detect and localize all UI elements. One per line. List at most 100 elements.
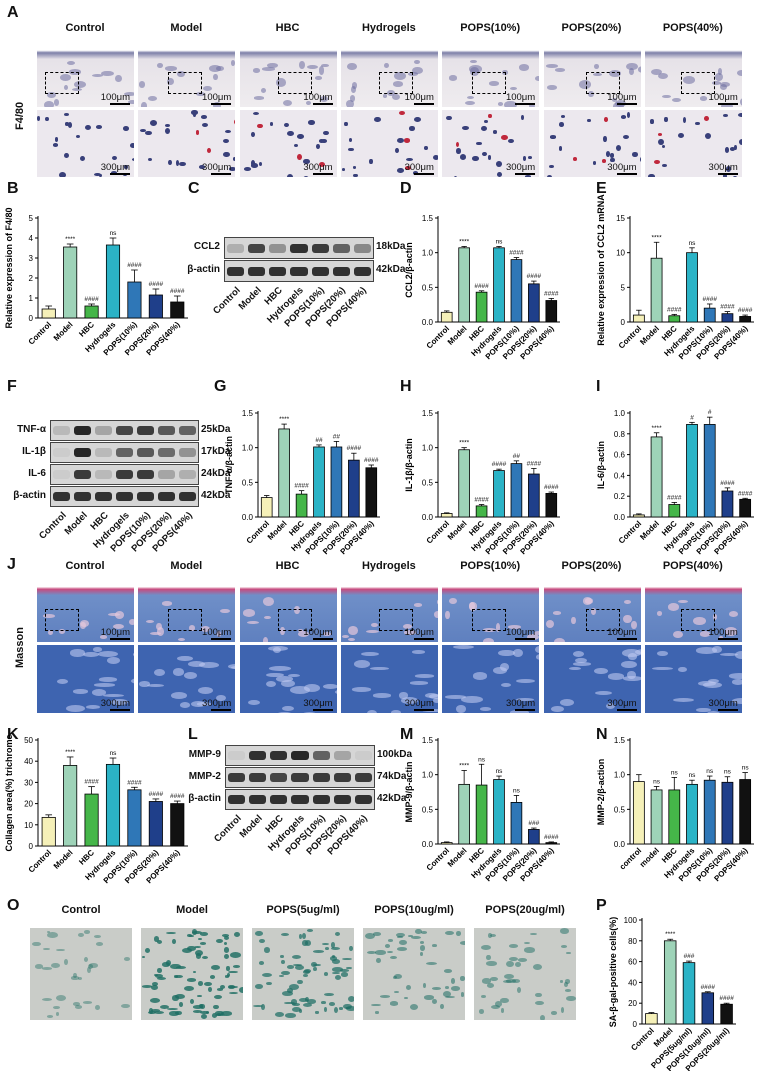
x-tick-label: Model bbox=[52, 320, 75, 343]
cell-feature bbox=[548, 164, 555, 169]
tissue-feature bbox=[489, 81, 500, 86]
tissue-feature bbox=[624, 599, 631, 604]
y-tick-label: 60 bbox=[628, 958, 637, 967]
stained-cell bbox=[323, 972, 329, 976]
bar bbox=[632, 314, 645, 323]
stained-cell bbox=[254, 984, 264, 990]
x-tick-label: Control bbox=[27, 848, 53, 874]
cell-feature bbox=[734, 144, 738, 151]
stained-cell bbox=[442, 991, 451, 998]
cell-feature bbox=[432, 698, 438, 703]
significance-label: ns bbox=[110, 230, 118, 237]
stained-cell bbox=[328, 1002, 335, 1006]
tissue-feature bbox=[127, 99, 134, 105]
blot-band bbox=[291, 751, 309, 760]
blot-band bbox=[333, 795, 351, 804]
stained-cell bbox=[238, 986, 243, 993]
cell-feature bbox=[277, 711, 292, 713]
stained-cell bbox=[565, 989, 572, 992]
blot-size-label: 74kDa bbox=[377, 770, 407, 782]
y-tick-label: 80 bbox=[628, 937, 637, 946]
y-tick-label: 4 bbox=[29, 234, 34, 243]
significance-label: #### bbox=[701, 984, 716, 991]
y-tick-label: 100 bbox=[624, 916, 638, 925]
cell-feature bbox=[520, 114, 524, 121]
panel-label-j: J bbox=[7, 556, 16, 573]
bar bbox=[703, 307, 716, 323]
tissue-feature bbox=[53, 98, 60, 106]
cell-feature bbox=[516, 678, 535, 683]
significance-label: #### bbox=[127, 262, 142, 269]
significance-label: ns bbox=[513, 787, 521, 794]
stained-cell bbox=[216, 1013, 221, 1016]
tissue-feature bbox=[260, 87, 267, 93]
stained-cell bbox=[486, 961, 497, 966]
cell-feature bbox=[410, 681, 428, 685]
cell-feature bbox=[738, 112, 742, 117]
cell-feature bbox=[369, 666, 390, 671]
cell-feature bbox=[284, 122, 290, 127]
stained-cell bbox=[559, 980, 564, 983]
bar bbox=[127, 281, 142, 319]
histology-overview-image: 100μm bbox=[340, 44, 438, 107]
significance-label: **** bbox=[65, 749, 76, 756]
tissue-feature bbox=[156, 627, 164, 636]
stained-cell bbox=[420, 931, 427, 935]
chart-d: 0.0 0.5 1.0 1.5 CCL2/β-actin Control **** Model… bbox=[404, 214, 560, 361]
cell-feature bbox=[223, 138, 230, 144]
cell-feature bbox=[37, 116, 41, 121]
stained-cell bbox=[165, 959, 171, 966]
bar bbox=[721, 781, 734, 845]
stained-cell bbox=[41, 967, 53, 970]
blot-row-label: β-actin bbox=[188, 792, 221, 804]
y-tick-label: 1.5 bbox=[422, 409, 434, 418]
tissue-feature bbox=[161, 601, 173, 606]
cell-feature bbox=[367, 709, 378, 713]
cell-feature bbox=[52, 143, 58, 147]
cell-feature bbox=[59, 172, 66, 177]
significance-label: #### bbox=[720, 480, 735, 487]
stained-cell bbox=[409, 1004, 418, 1011]
tissue-feature bbox=[534, 630, 540, 635]
x-tick-label: Control bbox=[629, 1026, 655, 1052]
panel-label-h: H bbox=[400, 378, 412, 395]
cell-feature bbox=[131, 677, 134, 685]
cell-feature bbox=[524, 175, 532, 177]
tissue-feature bbox=[592, 72, 602, 77]
tissue-feature bbox=[346, 99, 354, 107]
y-tick-label: 30 bbox=[24, 778, 33, 787]
x-tick-label: Control bbox=[425, 324, 451, 350]
tissue-feature bbox=[64, 84, 69, 90]
scale-bar: 100μm bbox=[404, 92, 434, 103]
bar bbox=[493, 779, 505, 845]
histology-overview-image: 100μm bbox=[138, 44, 236, 107]
x-tick-label: Control bbox=[617, 519, 643, 545]
cell-feature bbox=[369, 159, 373, 164]
blot-band bbox=[74, 492, 91, 501]
blot-strip bbox=[225, 789, 375, 810]
stained-cell bbox=[151, 1009, 160, 1013]
tissue-feature bbox=[254, 96, 265, 100]
group-title: POPS(20%) bbox=[561, 560, 622, 572]
stained-cell bbox=[365, 932, 375, 939]
stained-cell bbox=[94, 934, 102, 938]
stained-cell bbox=[286, 988, 293, 993]
significance-label: #### bbox=[527, 273, 542, 280]
tissue-feature bbox=[383, 63, 389, 69]
group-title: HBC bbox=[275, 22, 300, 34]
tissue-feature bbox=[47, 91, 56, 99]
tissue-feature bbox=[321, 63, 330, 68]
y-tick-label: 5 bbox=[621, 283, 626, 292]
stained-cell bbox=[424, 995, 435, 1000]
stained-cell bbox=[459, 941, 465, 945]
stained-cell bbox=[199, 942, 206, 945]
tissue-feature bbox=[554, 638, 566, 642]
scale-bar: 300μm bbox=[505, 698, 536, 709]
bar bbox=[41, 308, 56, 319]
stained-cell bbox=[123, 956, 131, 961]
stained-cell bbox=[298, 1009, 303, 1014]
y-tick-label: 0.0 bbox=[422, 318, 434, 327]
blot-band bbox=[179, 470, 196, 479]
blot-band bbox=[270, 751, 288, 760]
stained-cell bbox=[398, 939, 408, 946]
